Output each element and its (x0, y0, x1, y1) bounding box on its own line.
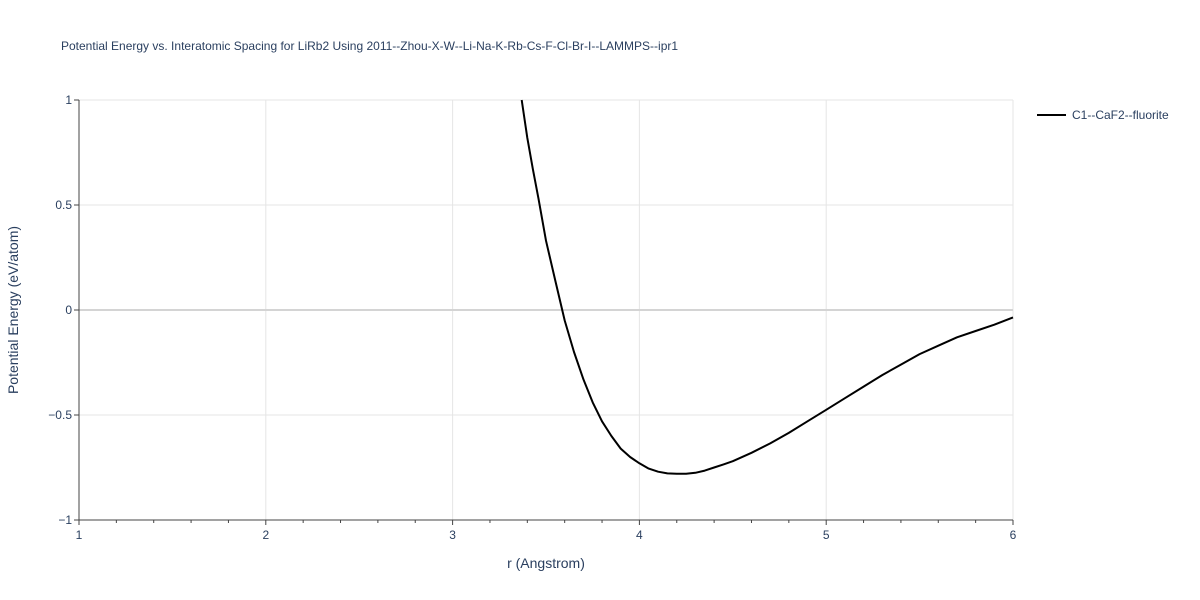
grid-lines (79, 99, 1014, 520)
legend-label-c1-caf2-fluorite: C1--CaF2--fluorite (1072, 108, 1169, 122)
x-tick-label: 4 (636, 528, 643, 542)
y-tick-label: −0.5 (48, 408, 72, 422)
legend[interactable]: C1--CaF2--fluorite (1037, 108, 1169, 122)
x-tick-label: 6 (1010, 528, 1017, 542)
y-axis-title: Potential Energy (eV/atom) (5, 226, 21, 394)
series-line-0 (520, 99, 1014, 475)
y-tick-label: 0.5 (55, 198, 72, 212)
x-tick-label: 5 (823, 528, 830, 542)
x-tick-label: 3 (449, 528, 456, 542)
x-tick-label: 2 (262, 528, 269, 542)
y-tick-label: 1 (65, 93, 72, 107)
x-tick-label: 1 (76, 528, 83, 542)
chart-title: Potential Energy vs. Interatomic Spacing… (61, 39, 678, 53)
axes: 1 2 3 4 5 6 −1 −0.5 0 0.5 1 (48, 93, 1016, 542)
series-layer (520, 99, 1014, 475)
y-tick-label: 0 (65, 303, 72, 317)
y-tick-label: −1 (58, 513, 72, 527)
x-axis-title: r (Angstrom) (507, 555, 585, 571)
